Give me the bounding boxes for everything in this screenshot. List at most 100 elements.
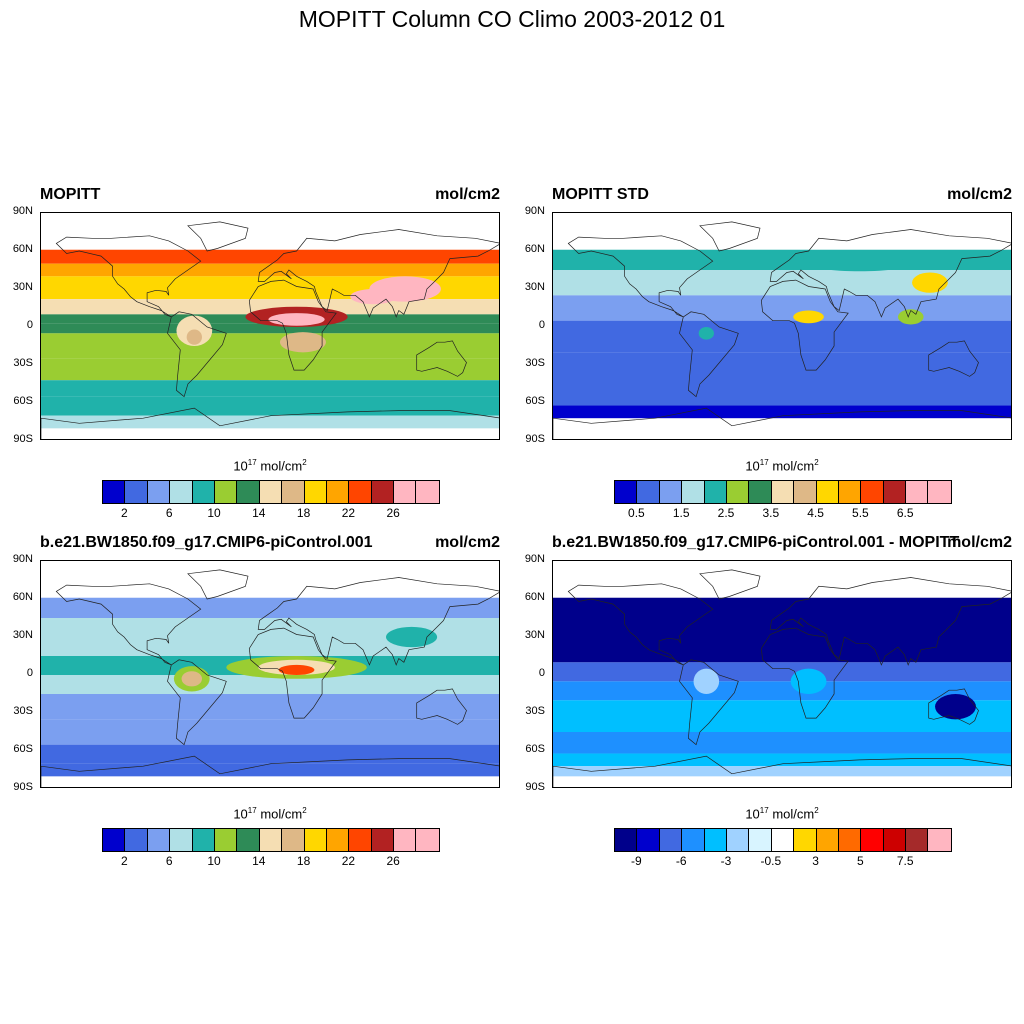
map-plot <box>552 212 1012 440</box>
colorbar-swatch <box>637 481 660 503</box>
colorbar-tick-label: 22 <box>341 854 356 868</box>
colorbar-swatch <box>749 481 772 503</box>
coastline <box>248 627 337 719</box>
coastline <box>248 279 337 371</box>
lat-label: 60S <box>13 395 33 407</box>
colorbar-swatch <box>371 829 395 851</box>
lat-label: 60N <box>524 243 545 255</box>
colorbar-tick-label: 18 <box>296 854 311 868</box>
colorbar-swatch <box>906 481 929 503</box>
panel-units: mol/cm2 <box>947 534 1012 551</box>
field-band <box>553 681 1011 701</box>
colorbar-swatch <box>659 829 683 851</box>
colorbar-swatch <box>282 829 305 851</box>
field-band <box>41 719 499 745</box>
field-band <box>41 744 499 764</box>
colorbar <box>614 828 952 852</box>
coastline <box>416 688 467 725</box>
coastline <box>699 221 761 252</box>
colorbar-swatch <box>861 829 884 851</box>
colorbar-swatch <box>816 829 839 851</box>
lat-label: 0 <box>538 319 545 331</box>
colorbar-tick-label: -9 <box>631 854 642 868</box>
colorbar-tick-label: 3.5 <box>762 506 780 520</box>
field-band <box>41 415 499 429</box>
colorbar-swatch <box>103 829 126 851</box>
colorbar-units: 1017 mol/cm2 <box>233 458 307 474</box>
colorbar-swatch <box>170 481 193 503</box>
colorbar-tick-label: 26 <box>386 854 400 868</box>
colorbar-swatch <box>659 481 683 503</box>
colorbar-swatch <box>326 829 350 851</box>
field-patch <box>935 694 976 720</box>
colorbar-swatch <box>103 481 126 503</box>
colorbar-tick-label: 5 <box>857 854 864 868</box>
lat-label: 30N <box>12 629 33 641</box>
field-band <box>41 637 499 656</box>
field-patch <box>186 329 202 345</box>
lat-label: 90S <box>13 781 33 793</box>
coastline <box>928 340 979 377</box>
colorbar-swatch <box>749 829 772 851</box>
colorbar-tick-label: 5.5 <box>852 506 869 520</box>
colorbar-swatch <box>349 829 372 851</box>
field-band <box>41 380 499 397</box>
colorbar-swatch <box>192 829 215 851</box>
field-patch <box>181 671 202 687</box>
colorbar-swatch <box>394 481 417 503</box>
map-plot <box>40 212 500 440</box>
coastline <box>167 311 227 398</box>
field-patch <box>386 626 438 648</box>
coastline <box>257 577 499 666</box>
colorbar-swatch <box>147 481 171 503</box>
coastline <box>760 627 849 719</box>
lat-label: 90N <box>524 553 545 565</box>
colorbar-labels: 0.5 1.5 2.5 3.5 4.5 5.5 6.5 <box>614 506 950 520</box>
coastline <box>55 583 202 666</box>
field-patch <box>279 332 326 353</box>
colorbar-swatch <box>682 829 705 851</box>
colorbar-swatch <box>771 481 795 503</box>
field-band <box>41 358 499 381</box>
colorbar-tick-label: 3 <box>812 854 819 868</box>
colorbar-swatch <box>794 481 817 503</box>
field-band <box>41 694 499 720</box>
field-band <box>553 732 1011 754</box>
coastline <box>167 659 227 746</box>
lat-label: 60S <box>525 743 545 755</box>
field-patch <box>790 668 827 694</box>
lat-label: 60N <box>524 591 545 603</box>
colorbar-swatch <box>615 829 638 851</box>
lat-label: 30N <box>524 629 545 641</box>
map-plot <box>40 560 500 788</box>
colorbar-swatch <box>170 829 193 851</box>
field-band <box>553 766 1011 777</box>
field-patch <box>898 309 924 325</box>
field-patch <box>793 310 824 324</box>
colorbar-tick-label: 0.5 <box>628 506 645 520</box>
colorbar-units: 1017 mol/cm2 <box>745 458 819 474</box>
colorbar-swatch <box>906 829 929 851</box>
lat-label: 90S <box>525 781 545 793</box>
colorbar-swatch <box>416 481 439 503</box>
colorbar-tick-label: 6 <box>165 506 173 520</box>
colorbar-swatch <box>259 829 283 851</box>
lat-label: 90N <box>524 205 545 217</box>
lat-label: 60N <box>12 591 33 603</box>
panel-units: mol/cm2 <box>947 186 1012 203</box>
lat-label: 90S <box>13 433 33 445</box>
lat-label: 30N <box>524 281 545 293</box>
panel-title: b.e21.BW1850.f09_g17.CMIP6-piControl.001… <box>552 534 960 551</box>
colorbar-labels: -9 -6 -3 -0.5 3 5 7.5 <box>614 854 950 868</box>
coastline <box>928 688 979 725</box>
map-svg <box>41 569 499 787</box>
panel-title: MOPITT <box>40 186 101 203</box>
colorbar-tick-label: 18 <box>296 506 311 520</box>
colorbar-tick-label: 26 <box>386 506 400 520</box>
lat-label: 0 <box>26 667 33 679</box>
field-band <box>41 396 499 416</box>
colorbar <box>102 480 440 504</box>
field-band <box>41 249 499 264</box>
colorbar-tick-label: 10 <box>207 854 221 868</box>
colorbar-swatch <box>883 481 907 503</box>
